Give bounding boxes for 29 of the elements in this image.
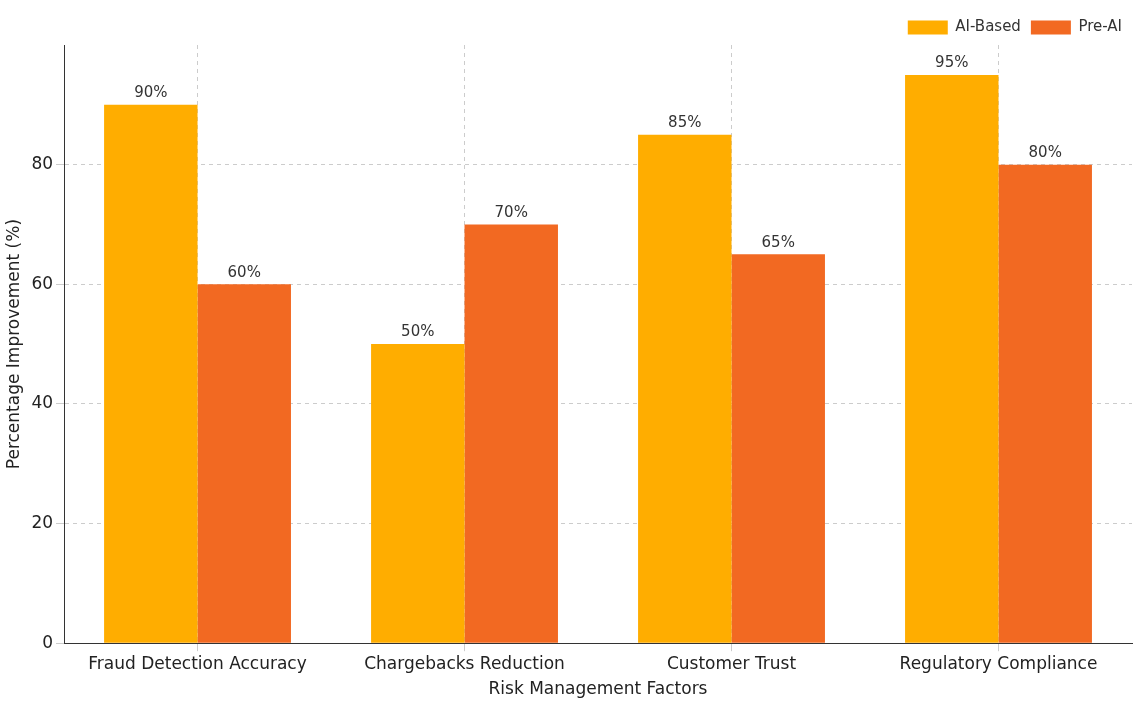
data-label: 70% [494,202,528,221]
data-label: 65% [761,232,795,251]
data-label: 50% [401,322,435,341]
bar [731,254,825,643]
data-label: 90% [134,83,168,102]
data-label: 85% [668,113,702,132]
y-axis-title: Percentage Improvement (%) [2,218,23,470]
y-tick-label: 20 [31,511,54,532]
x-tick-label: Fraud Detection Accuracy [88,652,307,673]
data-label: 80% [1028,143,1062,162]
y-tick-label: 60 [31,272,54,293]
bar [104,104,198,643]
x-tick-label: Chargebacks Reduction [364,652,565,673]
data-label: 60% [227,262,261,281]
bar [371,344,465,643]
x-axis-title: Risk Management Factors [488,678,708,699]
y-tick-label: 80 [31,153,54,174]
y-tick-label: 40 [31,392,54,413]
y-tick-label: 0 [42,631,54,652]
bar [638,134,732,643]
data-label: 95% [935,53,969,72]
bar [197,284,291,643]
bar [905,74,999,643]
bar [464,224,558,643]
x-tick-label: Customer Trust [666,652,797,673]
bar [998,164,1092,643]
x-tick-label: Regulatory Compliance [899,652,1098,673]
legend-label: Pre-AI [1078,17,1123,36]
legend-label: AI-Based [955,17,1021,36]
